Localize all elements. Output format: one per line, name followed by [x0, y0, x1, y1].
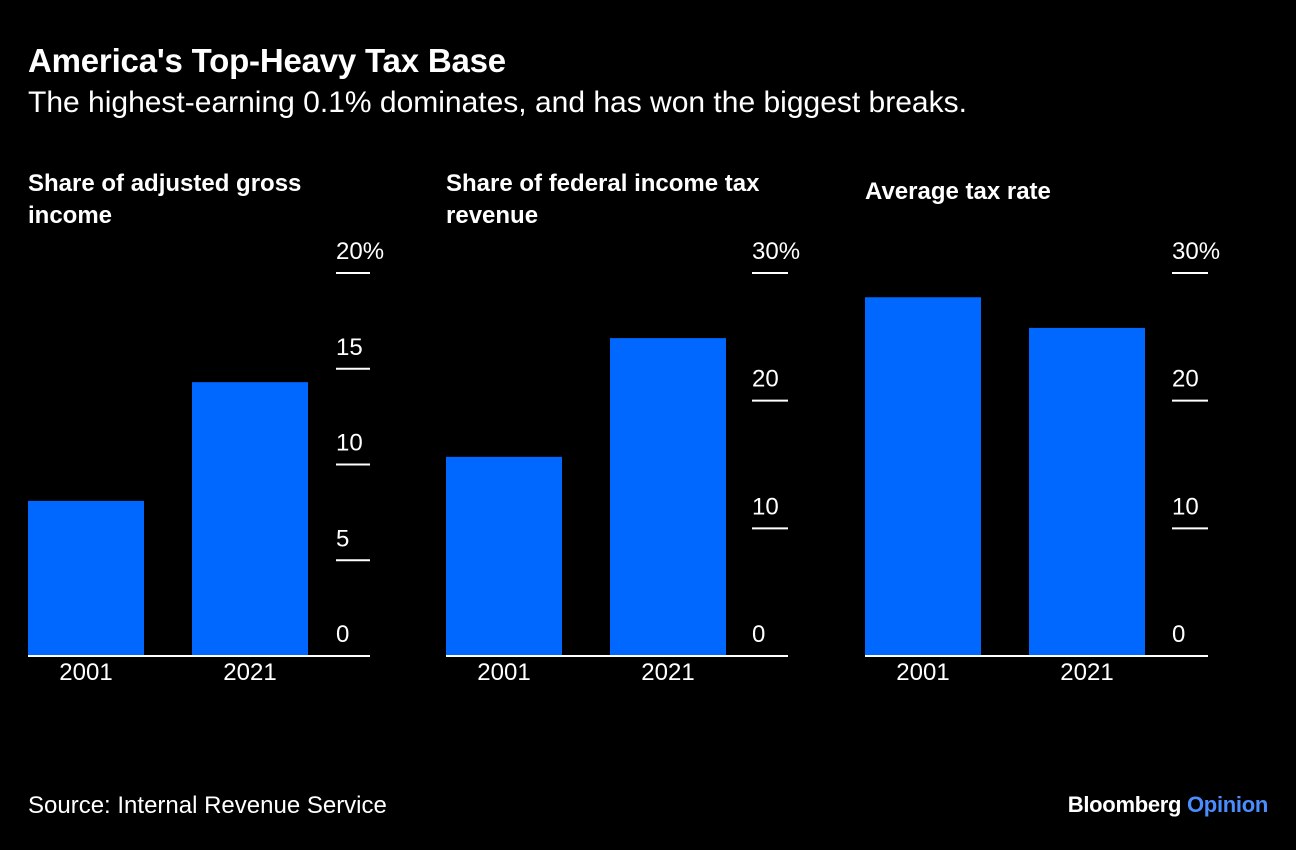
chart-revenue-share: 0 10 20 30% 2001 2021 [446, 238, 800, 686]
bar-2001 [865, 297, 981, 656]
chart-agi-share: 0 5 10 15 20% 2001 2021 [28, 238, 384, 686]
bar-2021 [610, 338, 726, 656]
y-tick-label: 0 [752, 621, 765, 648]
y-tick-label: 20% [336, 238, 384, 265]
y-tick-label: 30% [1172, 238, 1220, 265]
bar-2001 [28, 500, 144, 656]
y-tick-label: 5 [336, 525, 349, 552]
x-tick-label: 2001 [59, 659, 112, 686]
x-tick-label: 2021 [223, 659, 276, 686]
chart-avg-tax-rate: 0 10 20 30% 2001 2021 [865, 238, 1220, 686]
chart-subtitle: The highest-earning 0.1% dominates, and … [28, 86, 967, 119]
y-tick-label: 15 [336, 334, 363, 361]
x-tick-label: 2021 [641, 659, 694, 686]
brand-name: Bloomberg [1067, 792, 1182, 817]
y-tick-label: 30% [752, 238, 800, 265]
x-tick-label: 2021 [1060, 659, 1113, 686]
panel-title-revenue-share: Share of federal income tax revenue [446, 170, 760, 229]
bar-2001 [446, 456, 562, 656]
brand-section: Opinion [1187, 792, 1268, 817]
x-tick-label: 2001 [896, 659, 949, 686]
bar-2021 [1029, 327, 1145, 656]
y-tick-label: 0 [1172, 621, 1185, 648]
y-tick-label: 0 [336, 621, 349, 648]
y-tick-label: 20 [1172, 366, 1199, 393]
bar-2021 [192, 382, 308, 656]
y-tick-label: 10 [752, 493, 779, 520]
panel-title-agi-share: Share of adjusted gross income [28, 170, 302, 229]
y-tick-label: 20 [752, 366, 779, 393]
source-note: Source: Internal Revenue Service [28, 792, 387, 819]
x-tick-label: 2001 [477, 659, 530, 686]
brand-logo: Bloomberg Opinion [1067, 792, 1269, 818]
y-tick-label: 10 [336, 430, 363, 457]
y-tick-label: 10 [1172, 493, 1199, 520]
chart-title: America's Top-Heavy Tax Base [28, 42, 506, 79]
panel-title-avg-tax-rate: Average tax rate [865, 178, 1051, 205]
